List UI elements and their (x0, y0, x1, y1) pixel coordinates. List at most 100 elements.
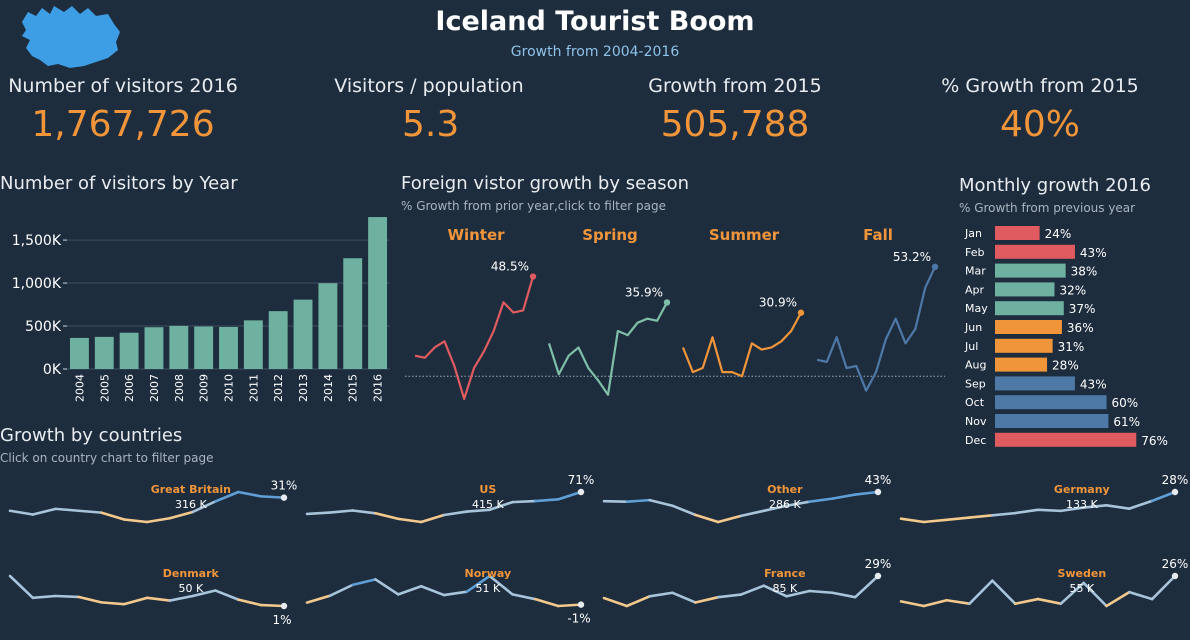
season-end-point (663, 299, 671, 306)
y-tick-label: 0K (43, 362, 62, 378)
country-segment (191, 500, 217, 514)
visitors-by-year-chart[interactable]: 0K 500K 1,000K 1,500K 2004 2005 2006 2007 2008 20… (0, 200, 395, 415)
country-end-point (1171, 572, 1179, 580)
country-segment (762, 504, 788, 513)
country-name-great-britain: Great Britain (151, 483, 231, 496)
country-segment (1082, 581, 1108, 608)
country-segment (191, 589, 217, 598)
bar-2008 (169, 325, 189, 369)
country-end-point (577, 488, 585, 496)
country-visitors-label: 55 K (1069, 582, 1094, 595)
season-growth-chart[interactable]: Winter 48.5% Spring 35.9% Summer 30.9% Fall53.… (395, 215, 955, 415)
country-segment (899, 517, 926, 524)
country-segment (716, 514, 743, 524)
country-segment (831, 591, 857, 599)
month-label: Jun (964, 321, 982, 334)
monthly-growth-chart[interactable]: Jan 24% Feb 43% Mar 38% Apr 32% May 37% Jun 36% Jul 3… (955, 220, 1190, 455)
bar-2007 (144, 327, 164, 369)
country-segment (8, 509, 35, 516)
monthly-chart-subtitle: % Growth from previous year (959, 201, 1136, 215)
season-end-label: 48.5% (491, 260, 529, 274)
country-segment (1036, 597, 1063, 605)
country-segment (991, 511, 1017, 517)
country-segment (237, 490, 263, 498)
month-value-label: 36% (1067, 321, 1094, 335)
month-bar-mar (995, 263, 1066, 278)
month-value-label: 31% (1058, 340, 1085, 354)
country-segment (739, 509, 766, 518)
country-segment (31, 507, 57, 516)
x-tick-label: 2008 (173, 374, 186, 402)
kpi-population-value: 5.3 (402, 104, 460, 145)
season-end-label: 35.9% (625, 285, 663, 299)
season-line-spring (547, 301, 668, 396)
country-segment (945, 598, 971, 605)
country-segment (168, 510, 194, 520)
country-segment (556, 603, 583, 608)
country-segment (671, 504, 697, 517)
x-tick-label: 2009 (198, 374, 211, 402)
iceland-map-icon (22, 6, 120, 68)
country-segment (945, 516, 971, 522)
month-bar-may (995, 301, 1064, 316)
country-segment (77, 509, 103, 514)
month-value-label: 37% (1069, 302, 1096, 316)
country-segment (54, 507, 80, 513)
country-segment (511, 499, 537, 504)
country-segment (259, 495, 286, 499)
month-bar-dec (995, 432, 1137, 447)
country-segment (100, 601, 126, 606)
country-segment (922, 518, 948, 524)
season-chart-title: Foreign vistor growth by season (401, 173, 690, 194)
country-segment (100, 511, 126, 521)
country-segment (488, 500, 514, 512)
country-end-point (280, 494, 288, 501)
country-visitors-label: 286 K (769, 498, 801, 511)
month-label: Sep (965, 377, 986, 390)
country-segment (671, 591, 697, 604)
month-value-label: 61% (1113, 415, 1140, 429)
month-value-label: 24% (1045, 227, 1072, 241)
y-tick-label: 1,500K (12, 233, 62, 249)
season-title-winter: Winter (447, 226, 505, 244)
country-segment (168, 594, 194, 602)
y-tick-label: 1,000K (12, 276, 62, 292)
country-segment (1059, 581, 1085, 605)
country-segment (1082, 504, 1108, 509)
kpi-growth-label: Growth from 2015 (648, 75, 822, 97)
x-tick-label: 2006 (123, 374, 136, 402)
season-title-fall: Fall (863, 226, 893, 244)
month-value-label: 32% (1059, 283, 1086, 297)
season-end-point (797, 309, 805, 316)
country-segment (534, 498, 560, 503)
countries-chart-subtitle: Click on country chart to filter page (0, 451, 214, 465)
country-segment (465, 574, 491, 593)
month-label: Mar (965, 265, 986, 278)
country-segment (785, 589, 811, 598)
month-bar-jul (995, 338, 1053, 353)
country-segment (785, 500, 811, 508)
country-segment (968, 579, 994, 605)
bar-2015 (343, 258, 363, 369)
country-end-point (874, 488, 882, 496)
country-segment (419, 513, 446, 524)
month-value-label: 38% (1071, 265, 1098, 279)
country-end-point (1171, 488, 1179, 496)
month-bar-nov (995, 414, 1109, 428)
month-label: Jul (964, 340, 978, 353)
month-label: Feb (965, 246, 984, 259)
country-segment (694, 513, 720, 524)
x-tick-label: 2005 (98, 374, 111, 402)
country-end-point (874, 572, 882, 580)
month-label: Oct (965, 396, 985, 409)
month-value-label: 76% (1141, 434, 1168, 448)
countries-growth-chart[interactable]: 31% Great Britain 316 K 71% US 415 K 43% Other 2… (0, 470, 1190, 640)
month-bar-jan (995, 226, 1040, 240)
country-segment (534, 597, 560, 608)
country-segment (328, 583, 354, 598)
country-segment (122, 518, 149, 524)
country-segment (374, 578, 400, 596)
season-title-spring: Spring (582, 226, 638, 244)
bar-2016 (368, 217, 388, 369)
country-segment (1128, 590, 1154, 601)
